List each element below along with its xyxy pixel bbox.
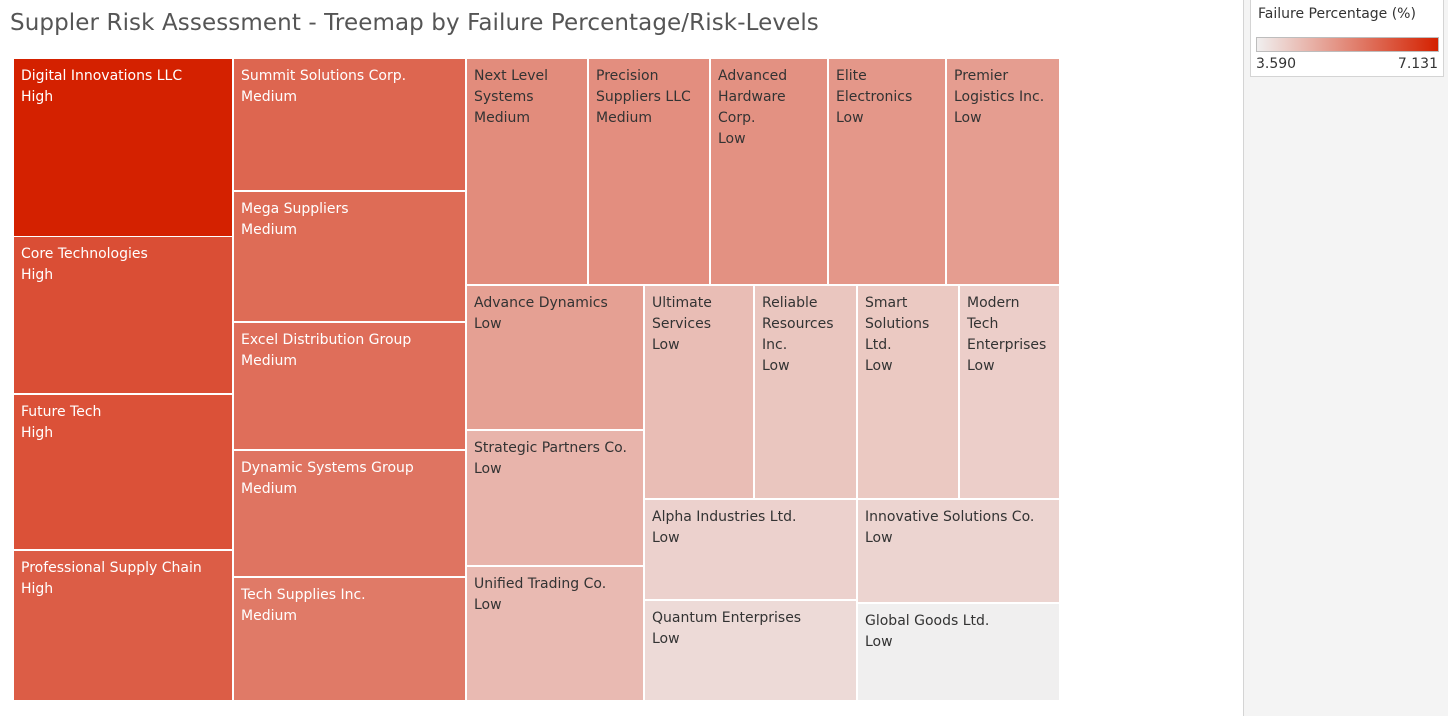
- tile-risk-label: Low: [865, 634, 893, 650]
- tile-supplier-label: Reliable Resources Inc.: [762, 295, 834, 353]
- tile-risk-label: Medium: [241, 353, 297, 369]
- chart-title: Suppler Risk Assessment - Treemap by Fai…: [10, 10, 819, 36]
- tile-supplier-label: Smart Solutions Ltd.: [865, 295, 930, 353]
- legend-min-label: 3.590: [1256, 56, 1297, 72]
- tile-risk-label: Low: [836, 110, 864, 126]
- treemap-tile[interactable]: Unified Trading Co. Low: [466, 566, 644, 701]
- legend-panel: [1243, 0, 1448, 716]
- treemap-tile[interactable]: Digital Innovations LLC High: [13, 58, 233, 237]
- tile-supplier-label: Future Tech: [21, 404, 102, 420]
- tile-supplier-label: Innovative Solutions Co.: [865, 509, 1035, 525]
- tile-risk-label: Low: [967, 358, 995, 374]
- tile-risk-label: High: [21, 581, 54, 597]
- tile-risk-label: Low: [474, 597, 502, 613]
- tile-risk-label: Medium: [596, 110, 652, 126]
- tile-risk-label: Medium: [241, 481, 297, 497]
- tile-risk-label: Low: [762, 358, 790, 374]
- treemap-tile[interactable]: Strategic Partners Co. Low: [466, 430, 644, 566]
- tile-supplier-label: Advanced Hardware Corp.: [718, 68, 788, 126]
- treemap-tile[interactable]: Next Level Systems Medium: [466, 58, 588, 285]
- tile-supplier-label: Unified Trading Co.: [474, 576, 607, 592]
- treemap-tile[interactable]: Professional Supply Chain High: [13, 550, 233, 701]
- tile-supplier-label: Modern Tech Enterprises: [967, 295, 1047, 353]
- treemap-tile[interactable]: Future Tech High: [13, 394, 233, 550]
- treemap-tile[interactable]: Innovative Solutions Co. Low: [857, 499, 1060, 603]
- tile-risk-label: Low: [474, 461, 502, 477]
- tile-supplier-label: Digital Innovations LLC: [21, 68, 183, 84]
- tile-supplier-label: Tech Supplies Inc.: [241, 587, 366, 603]
- tile-risk-label: High: [21, 89, 54, 105]
- treemap-tile[interactable]: Advance Dynamics Low: [466, 285, 644, 430]
- treemap-tile[interactable]: Excel Distribution Group Medium: [233, 322, 466, 450]
- tile-risk-label: Low: [652, 631, 680, 647]
- treemap-tile[interactable]: Premier Logistics Inc. Low: [946, 58, 1060, 285]
- treemap-tile[interactable]: Mega Suppliers Medium: [233, 191, 466, 322]
- tile-risk-label: Medium: [241, 89, 297, 105]
- tile-risk-label: Low: [865, 530, 893, 546]
- treemap: Digital Innovations LLC High Core Technolo…: [13, 58, 1060, 701]
- tile-risk-label: Medium: [474, 110, 530, 126]
- treemap-tile[interactable]: Summit Solutions Corp. Medium: [233, 58, 466, 191]
- tile-supplier-label: Premier Logistics Inc.: [954, 68, 1045, 105]
- legend-title: Failure Percentage (%): [1258, 6, 1416, 22]
- treemap-tile[interactable]: Alpha Industries Ltd. Low: [644, 499, 857, 600]
- treemap-tile[interactable]: Smart Solutions Ltd. Low: [857, 285, 959, 499]
- treemap-tile[interactable]: Reliable Resources Inc. Low: [754, 285, 857, 499]
- tile-supplier-label: Elite Electronics: [836, 68, 913, 105]
- treemap-tile[interactable]: Advanced Hardware Corp. Low: [710, 58, 828, 285]
- tile-supplier-label: Advance Dynamics: [474, 295, 608, 311]
- color-legend: Failure Percentage (%) 3.590 7.131: [1250, 0, 1444, 77]
- treemap-tile[interactable]: Global Goods Ltd. Low: [857, 603, 1060, 701]
- treemap-tile[interactable]: Tech Supplies Inc. Medium: [233, 577, 466, 701]
- tile-supplier-label: Strategic Partners Co.: [474, 440, 627, 456]
- treemap-tile[interactable]: Precision Suppliers LLC Medium: [588, 58, 710, 285]
- tile-supplier-label: Global Goods Ltd.: [865, 613, 990, 629]
- tile-supplier-label: Core Technologies: [21, 246, 148, 262]
- tile-supplier-label: Professional Supply Chain: [21, 560, 202, 576]
- tile-supplier-label: Ultimate Services: [652, 295, 712, 332]
- tile-supplier-label: Precision Suppliers LLC: [596, 68, 691, 105]
- tile-risk-label: Low: [652, 530, 680, 546]
- tile-risk-label: Low: [652, 337, 680, 353]
- treemap-tile[interactable]: Core Technologies High: [13, 236, 233, 394]
- legend-max-label: 7.131: [1397, 56, 1438, 72]
- treemap-tile[interactable]: Elite Electronics Low: [828, 58, 946, 285]
- tile-supplier-label: Alpha Industries Ltd.: [652, 509, 797, 525]
- tile-supplier-label: Summit Solutions Corp.: [241, 68, 407, 84]
- tile-risk-label: Low: [865, 358, 893, 374]
- treemap-tile[interactable]: Quantum Enterprises Low: [644, 600, 857, 701]
- treemap-tile[interactable]: Ultimate Services Low: [644, 285, 754, 499]
- tile-supplier-label: Quantum Enterprises: [652, 610, 802, 626]
- tile-supplier-label: Next Level Systems: [474, 68, 549, 105]
- tile-risk-label: Low: [718, 131, 746, 147]
- tile-risk-label: Low: [954, 110, 982, 126]
- treemap-tile[interactable]: Dynamic Systems Group Medium: [233, 450, 466, 577]
- tile-supplier-label: Excel Distribution Group: [241, 332, 412, 348]
- legend-color-ramp: [1256, 37, 1439, 52]
- tile-supplier-label: Dynamic Systems Group: [241, 460, 414, 476]
- tile-risk-label: High: [21, 425, 54, 441]
- tile-risk-label: Low: [474, 316, 502, 332]
- treemap-tile[interactable]: Modern Tech Enterprises Low: [959, 285, 1060, 499]
- tile-risk-label: Medium: [241, 608, 297, 624]
- tile-risk-label: Medium: [241, 222, 297, 238]
- tile-supplier-label: Mega Suppliers: [241, 201, 349, 217]
- tile-risk-label: High: [21, 267, 54, 283]
